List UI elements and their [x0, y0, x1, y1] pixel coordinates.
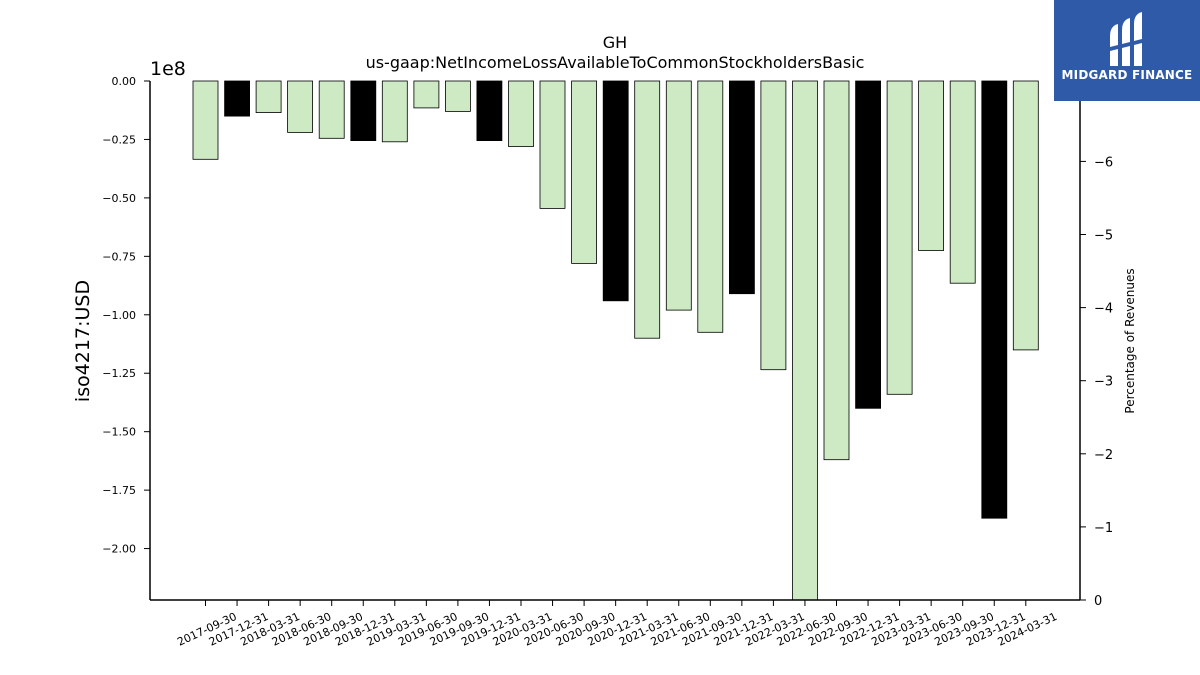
- bar-2019-09-30: [444, 80, 471, 112]
- bar-2018-03-31: [255, 80, 282, 114]
- bar-2020-03-31: [508, 80, 534, 147]
- bar-2020-12-31: [602, 80, 629, 302]
- y-tick-label: −0.50: [102, 192, 136, 205]
- logo-text: MIDGARD FINANCE: [1061, 68, 1193, 82]
- y-tick-label: −2.00: [102, 543, 136, 556]
- y-tick-label: −1.00: [102, 309, 136, 322]
- bar-2017-09-30: [192, 80, 219, 160]
- bars-group: [192, 80, 1039, 601]
- bar-2023-12-31: [981, 80, 1008, 519]
- bar-2018-06-30: [287, 80, 314, 133]
- midgard-logo-icon: [1106, 12, 1146, 66]
- bar-2019-06-30: [413, 80, 440, 109]
- bar-2019-12-31: [476, 80, 503, 141]
- y-tick-label: −1.25: [102, 367, 136, 380]
- chart-title: GH: [603, 33, 627, 52]
- bar-2018-12-31: [350, 80, 377, 141]
- bar-2021-12-31: [729, 80, 755, 295]
- bar-2019-03-31: [381, 80, 408, 143]
- y-right-tick-label: −3: [1094, 375, 1113, 390]
- chart-subtitle: us-gaap:NetIncomeLossAvailableToCommonSt…: [366, 53, 865, 72]
- y-right-tick-label: −5: [1094, 229, 1113, 244]
- bar-2022-09-30: [823, 80, 850, 461]
- y-tick-label: −1.75: [102, 484, 136, 497]
- y-right-tick-label: −6: [1094, 155, 1113, 170]
- y-axis-label: iso4217:USD: [72, 280, 94, 402]
- bar-2017-12-31: [224, 80, 251, 117]
- bar-2018-09-30: [318, 80, 345, 139]
- bar-2022-03-31: [760, 80, 787, 371]
- bar-2021-03-31: [634, 80, 661, 339]
- bar-2021-09-30: [697, 80, 724, 333]
- bar-2023-06-30: [918, 80, 944, 251]
- y-tick-label: −1.50: [102, 426, 136, 439]
- bar-2023-03-31: [886, 80, 913, 395]
- bar-2020-09-30: [571, 80, 597, 264]
- y-tick-label: −0.25: [102, 133, 136, 146]
- bar-2022-12-31: [855, 80, 881, 409]
- bar-2024-03-31: [1012, 80, 1039, 351]
- y-offset-label: 1e8: [150, 58, 186, 80]
- bar-2020-06-30: [539, 80, 566, 209]
- y-right-tick-label: 0: [1094, 594, 1102, 609]
- y-right-tick-label: −4: [1094, 302, 1113, 317]
- bar-2021-06-30: [665, 80, 692, 311]
- y-axis-right-label: Percentage of Revenues: [1123, 268, 1137, 413]
- y-right-tick-label: −1: [1094, 521, 1113, 536]
- bar-2022-06-30: [792, 80, 818, 601]
- bar-2023-09-30: [949, 80, 976, 284]
- y-tick-label: −0.75: [102, 250, 136, 263]
- y-right-tick-label: −2: [1094, 448, 1113, 463]
- y-tick-label: 0.00: [112, 75, 137, 88]
- midgard-finance-logo: MIDGARD FINANCE: [1054, 0, 1200, 101]
